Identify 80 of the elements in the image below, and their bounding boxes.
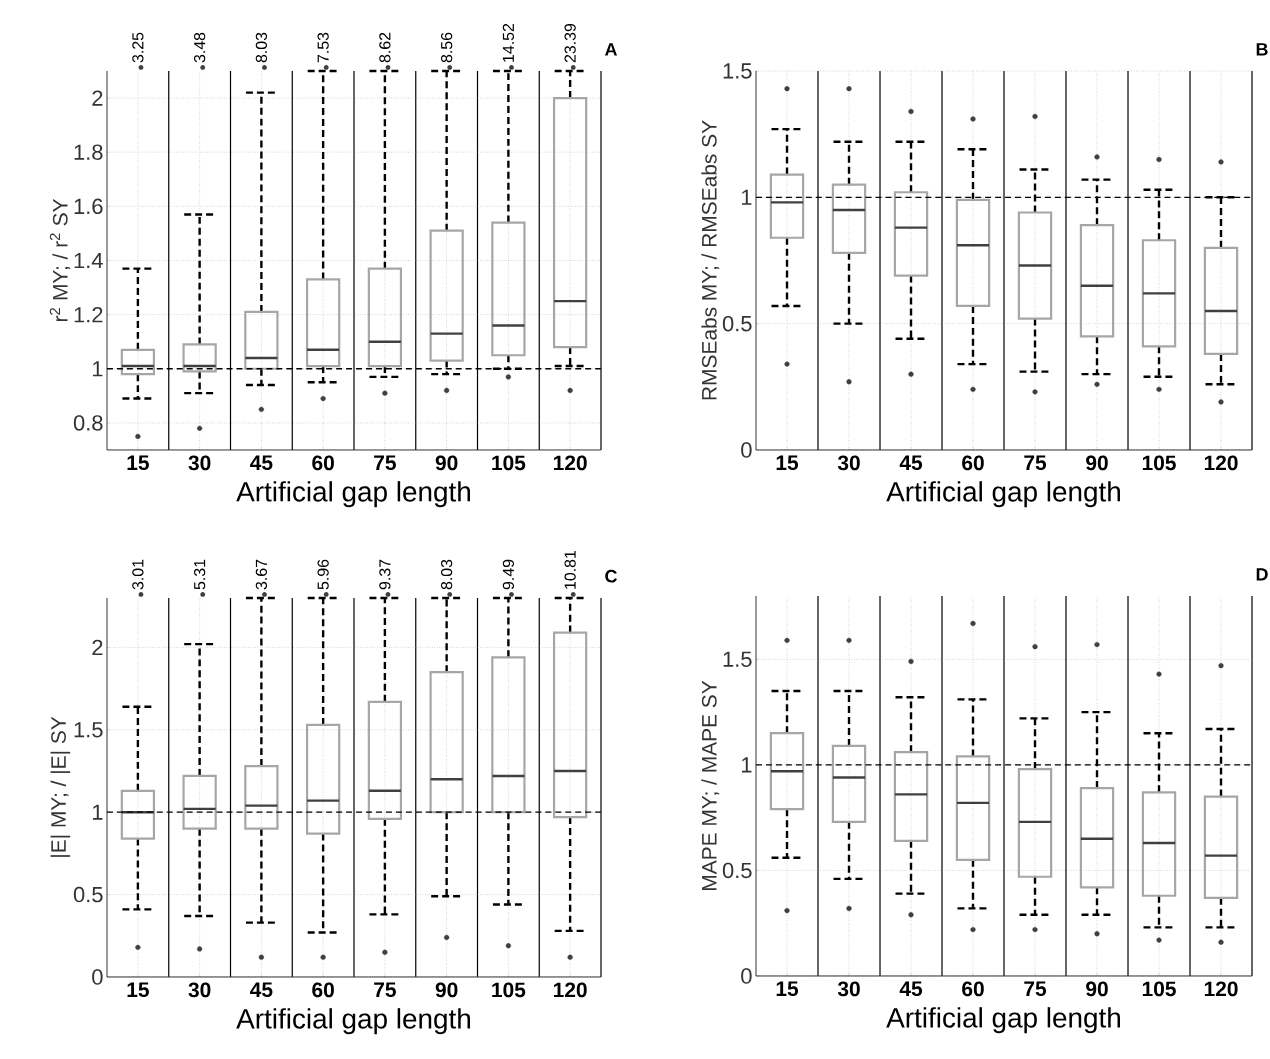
x-axis-title: Artificial gap length xyxy=(236,1008,470,1035)
text: 8.62 xyxy=(379,32,391,63)
chart-title: D xyxy=(1256,568,1268,581)
x-tick-label: 120 xyxy=(553,455,587,471)
x-tick-label: 30 xyxy=(188,982,211,998)
text: 8.56 xyxy=(441,32,453,63)
x-tick-label: 120 xyxy=(1204,981,1238,997)
x-tick-label: 90 xyxy=(435,982,458,998)
y-tick-label: 1 xyxy=(741,189,752,205)
x-tick-label: 90 xyxy=(435,455,458,471)
x-tick-label: 15 xyxy=(127,455,149,471)
y-axis-title: MAPE MY; / MAPE SY xyxy=(701,680,720,890)
x-tick-label: 60 xyxy=(312,455,334,471)
y-tick-label: 1.5 xyxy=(74,722,103,738)
x-tick-label: 60 xyxy=(962,455,984,471)
y-tick-label: 0.5 xyxy=(722,315,752,332)
x-tick-label: 105 xyxy=(492,455,526,471)
y-axis-title: RMSEabs MY; / RMSEabs SY xyxy=(701,120,720,400)
text: 3.01 xyxy=(132,559,144,590)
y-tick-label: 1.2 xyxy=(74,306,103,323)
text: 3.25 xyxy=(132,32,144,63)
text: 7.53 xyxy=(317,32,329,63)
text: 5.31 xyxy=(194,559,206,590)
x-tick-label: 90 xyxy=(1086,981,1108,997)
y-axis-title: |E| MY; / |E| SY xyxy=(50,716,71,857)
text: 9.49 xyxy=(502,559,515,590)
text: 9.37 xyxy=(379,559,391,590)
chart-title: C xyxy=(605,569,617,583)
x-tick-label: 60 xyxy=(312,982,334,998)
x-tick-label: 75 xyxy=(1024,981,1047,997)
x-tick-label: 15 xyxy=(776,981,799,997)
x-tick-label: 120 xyxy=(553,982,587,998)
y-tick-label: 0.5 xyxy=(73,886,103,903)
y-axis-title: r$^{2}$ MY; / r$^{2}$ SY xyxy=(49,198,71,322)
x-axis-title: Artificial gap length xyxy=(886,1007,1120,1034)
text: 10.81 xyxy=(564,550,576,589)
x-tick-label: 45 xyxy=(899,455,923,471)
x-tick-label: 75 xyxy=(374,455,396,471)
x-tick-label: 105 xyxy=(1142,455,1176,471)
x-tick-label: 75 xyxy=(374,982,396,998)
y-tick-label: 1.8 xyxy=(74,144,103,160)
text: 23.39 xyxy=(564,23,576,63)
chart-title: B xyxy=(1256,43,1268,56)
y-tick-label: 2 xyxy=(92,90,103,106)
x-axis-title: Artificial gap length xyxy=(236,481,470,508)
x-tick-label: 15 xyxy=(127,982,149,998)
x-tick-label: 90 xyxy=(1086,455,1108,471)
x-tick-label: 30 xyxy=(837,981,860,997)
text: 3.67 xyxy=(255,559,268,590)
y-tick-label: 1 xyxy=(92,361,103,377)
text: 3.48 xyxy=(194,32,206,63)
x-tick-label: 45 xyxy=(250,455,273,471)
x-tick-label: 15 xyxy=(776,455,799,471)
y-tick-label: 1.5 xyxy=(723,63,752,79)
y-tick-label: 1 xyxy=(92,804,103,820)
y-tick-label: 0 xyxy=(92,969,103,985)
y-tick-label: 2 xyxy=(92,639,103,656)
x-tick-label: 45 xyxy=(250,982,273,998)
y-tick-label: 0.8 xyxy=(73,415,103,431)
x-tick-label: 105 xyxy=(1142,981,1176,997)
x-tick-label: 45 xyxy=(899,981,923,997)
x-tick-label: 120 xyxy=(1204,455,1238,471)
y-tick-label: 0.5 xyxy=(722,862,752,879)
y-tick-label: 1.4 xyxy=(74,252,103,269)
y-tick-label: 0 xyxy=(741,442,752,458)
x-tick-label: 75 xyxy=(1024,455,1047,471)
y-tick-label: 0 xyxy=(741,968,752,984)
y-tick-label: 1.5 xyxy=(723,651,752,667)
text: 14.52 xyxy=(502,23,515,62)
text: 8.03 xyxy=(255,32,268,63)
x-tick-label: 105 xyxy=(492,982,526,998)
y-tick-label: 1 xyxy=(741,757,752,773)
text: 8.03 xyxy=(441,559,453,590)
chart-title: A xyxy=(604,43,618,56)
text: 5.96 xyxy=(317,559,329,590)
x-axis-title: Artificial gap length xyxy=(886,481,1120,508)
y-tick-label: 1.6 xyxy=(74,198,103,215)
x-tick-label: 30 xyxy=(837,455,860,471)
x-tick-label: 60 xyxy=(962,981,984,997)
x-tick-label: 30 xyxy=(188,455,211,471)
